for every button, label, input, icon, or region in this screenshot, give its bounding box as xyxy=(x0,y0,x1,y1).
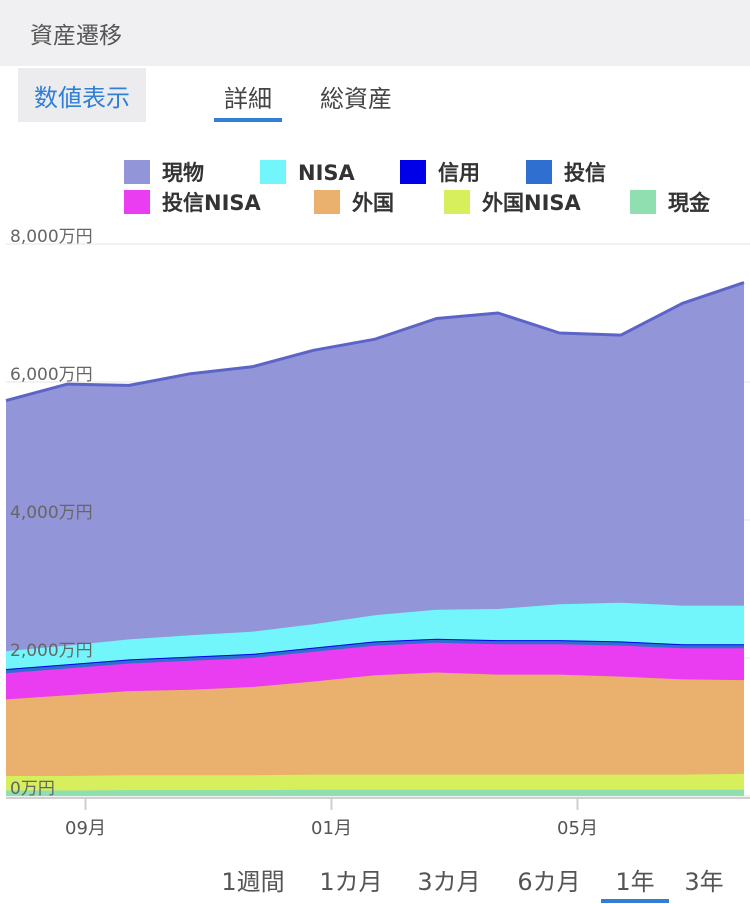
asset-chart: 0万円 2,000万円 4,000万円 6,000万円 8,000万円 09月 01月 05月… xyxy=(0,140,750,840)
legend-item: 信用 xyxy=(400,160,480,185)
legend-label: 外国NISA xyxy=(482,191,582,215)
range-selector: 1週間 1カ月 3カ月 6カ月 1年 3年 xyxy=(0,855,750,904)
y-tick-label: 2,000万円 xyxy=(10,641,93,661)
page-title: 資産遷移 xyxy=(30,23,122,49)
legend-swatch xyxy=(124,160,150,184)
tab-detail[interactable]: 詳細 xyxy=(214,74,282,122)
tab-total-assets[interactable]: 総資産 xyxy=(320,84,392,113)
app-header: 資産遷移 xyxy=(0,0,750,66)
area-series-投信NISA xyxy=(6,642,744,700)
legend-item: 外国 xyxy=(314,190,394,215)
area-series-現金 xyxy=(6,789,744,796)
x-tick-label: 09月 xyxy=(65,818,106,839)
line-series-現物 xyxy=(5,281,745,403)
range-1month[interactable]: 1カ月 xyxy=(319,867,383,896)
y-tick-label: 4,000万円 xyxy=(10,503,93,523)
legend-item: 投信NISA xyxy=(124,190,262,215)
range-3year[interactable]: 3年 xyxy=(684,867,724,896)
legend-label: NISA xyxy=(298,161,356,185)
range-3month[interactable]: 3カ月 xyxy=(417,867,481,896)
legend-label: 現物 xyxy=(162,161,204,185)
legend-item: NISA xyxy=(260,160,356,185)
y-tick-label: 6,000万円 xyxy=(10,365,93,385)
legend-label: 投信NISA xyxy=(162,191,262,215)
numeric-display-button[interactable]: 数値表示 xyxy=(18,68,146,122)
area-series-外国NISA xyxy=(6,773,744,791)
x-tick-label: 01月 xyxy=(311,818,352,839)
legend-swatch xyxy=(630,190,656,214)
area-series-NISA xyxy=(6,602,744,669)
y-tick-label: 8,000万円 xyxy=(10,227,93,247)
legend-label: 現金 xyxy=(668,191,711,215)
x-tick-label: 05月 xyxy=(557,818,598,839)
legend-swatch xyxy=(260,160,286,184)
legend-label: 信用 xyxy=(438,161,480,185)
legend-item: 投信 xyxy=(526,160,606,185)
legend-item: 外国NISA xyxy=(444,190,582,215)
legend-swatch xyxy=(400,160,426,184)
legend-item: 現物 xyxy=(124,160,204,185)
legend-item: 現金 xyxy=(630,190,711,215)
legend-swatch xyxy=(314,190,340,214)
legend-label: 外国 xyxy=(352,191,394,215)
stacked-area-chart: 0万円 2,000万円 4,000万円 6,000万円 8,000万円 09月 01月 05月… xyxy=(5,160,750,839)
range-1year[interactable]: 1年 xyxy=(601,861,669,903)
legend-label: 投信 xyxy=(564,161,606,185)
range-1week[interactable]: 1週間 xyxy=(221,867,285,896)
range-6month[interactable]: 6カ月 xyxy=(517,867,581,896)
legend-swatch xyxy=(444,190,470,214)
legend-swatch xyxy=(526,160,552,184)
y-tick-label: 0万円 xyxy=(10,779,55,799)
legend-swatch xyxy=(124,190,150,214)
area-series-外国 xyxy=(6,672,744,776)
